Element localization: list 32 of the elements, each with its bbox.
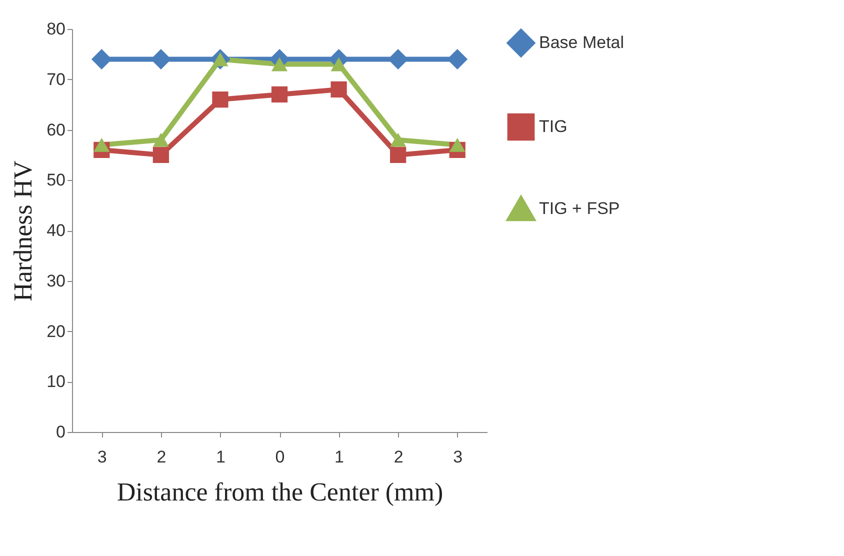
legend-label: Base Metal bbox=[539, 33, 624, 52]
point bbox=[390, 146, 406, 163]
point bbox=[330, 81, 347, 98]
y-tick-label: 0 bbox=[56, 422, 66, 442]
y-axis-title: Hardness HV bbox=[8, 160, 38, 302]
y-tick-label: 40 bbox=[46, 221, 66, 240]
x-tick-label: 3 bbox=[453, 448, 463, 466]
legend-label: TIG bbox=[539, 117, 568, 136]
point bbox=[152, 146, 169, 163]
x-tick-label: 2 bbox=[156, 448, 166, 466]
y-tick-label: 20 bbox=[46, 322, 66, 341]
x-tick-label: 0 bbox=[275, 448, 285, 466]
x-tick-label: 1 bbox=[216, 448, 226, 466]
x-tick-label: 2 bbox=[394, 448, 404, 466]
point bbox=[212, 91, 228, 108]
point bbox=[152, 132, 169, 147]
y-tick-label: 30 bbox=[46, 271, 66, 290]
point bbox=[449, 138, 466, 152]
y-tick-label: 70 bbox=[46, 70, 66, 89]
y-tick-label: 60 bbox=[46, 120, 66, 140]
y-tick-label: 80 bbox=[46, 20, 66, 38]
y-tick-label: 50 bbox=[46, 170, 66, 190]
legend-label: TIG + FSP bbox=[539, 199, 620, 218]
x-axis-title: Distance from the Center (mm) bbox=[116, 478, 444, 506]
point bbox=[330, 57, 347, 72]
point bbox=[390, 132, 406, 147]
point bbox=[271, 86, 288, 103]
x-tick-label: 1 bbox=[334, 448, 344, 466]
point bbox=[94, 138, 110, 152]
point bbox=[271, 57, 288, 72]
y-tick-label: 10 bbox=[46, 372, 66, 392]
x-tick-label: 3 bbox=[97, 448, 107, 466]
